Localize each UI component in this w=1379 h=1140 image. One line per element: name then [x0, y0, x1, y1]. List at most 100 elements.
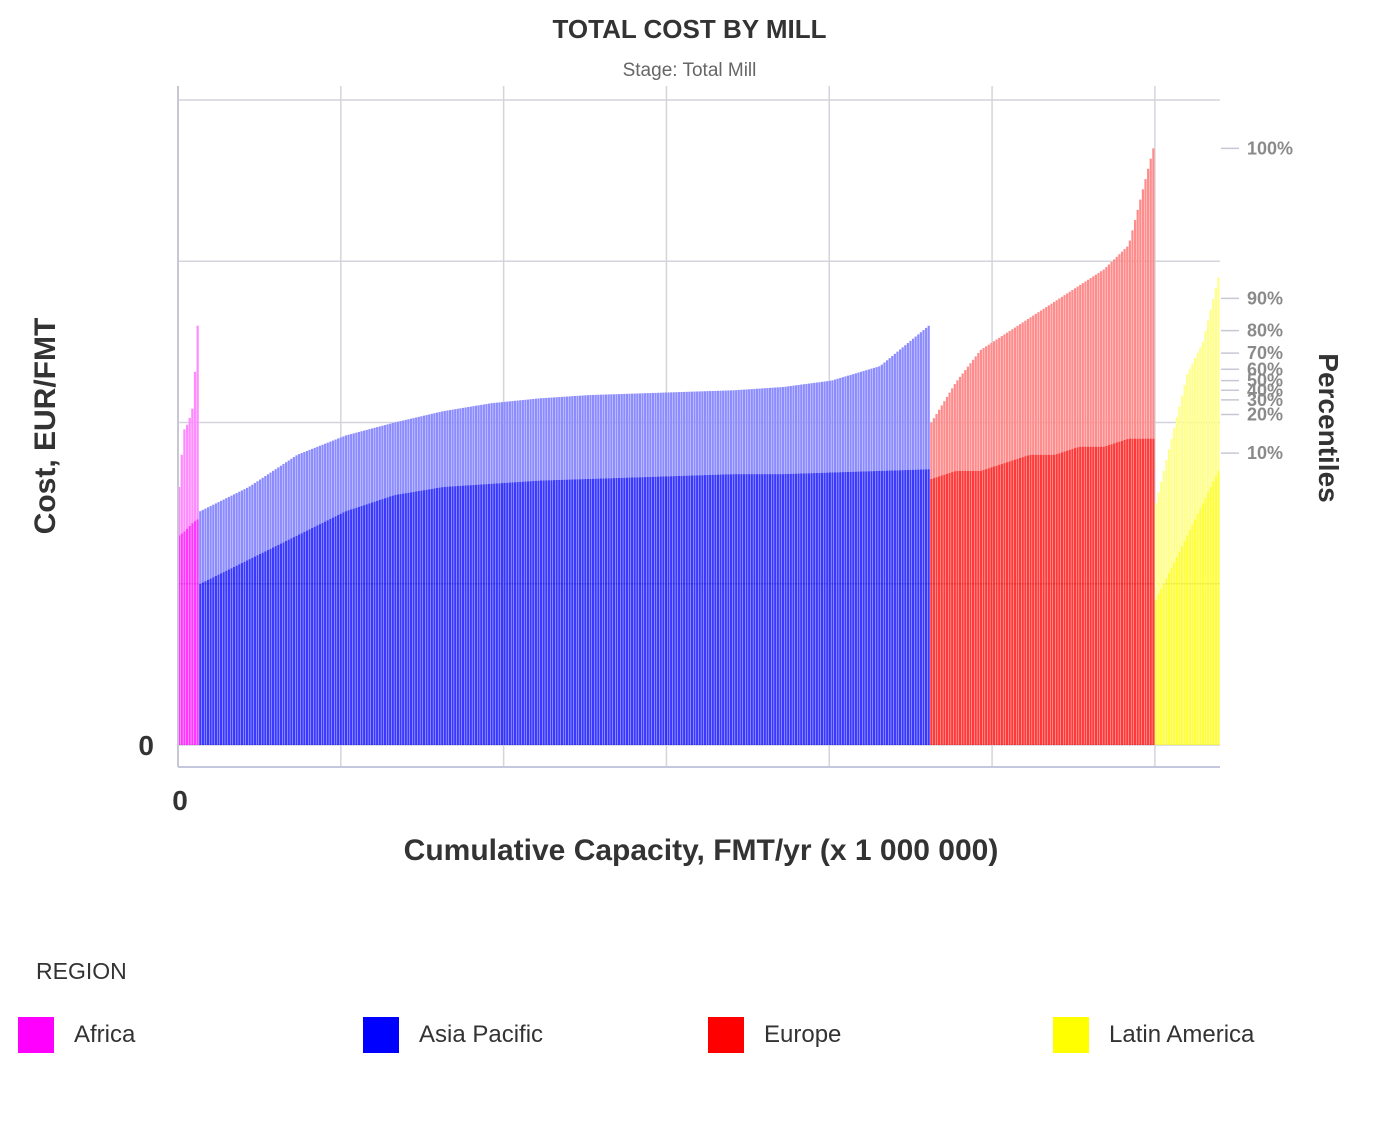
bar-asia-pacific-upper: [490, 403, 493, 484]
bar-europe-upper: [1008, 330, 1011, 462]
bar-asia-pacific-upper: [232, 494, 236, 567]
bar-europe-upper: [990, 342, 993, 468]
bar-africa-lower: [180, 533, 183, 745]
bar-asia-pacific-lower: [240, 563, 243, 745]
bar-latin-america-lower: [1204, 497, 1207, 745]
bar-latin-america-lower: [1186, 535, 1189, 746]
bar-europe-lower: [990, 467, 993, 745]
bar-asia-pacific-upper: [316, 446, 319, 526]
bar-asia-pacific-lower: [677, 475, 681, 745]
bar-asia-pacific-upper: [381, 425, 384, 500]
bar-asia-pacific-upper: [872, 367, 876, 472]
bar-latin-america-upper: [1175, 417, 1178, 557]
bar-europe-upper: [948, 392, 951, 473]
bar-asia-pacific-lower: [480, 484, 483, 745]
bar-asia-pacific-lower: [740, 474, 743, 745]
bar-asia-pacific-upper: [885, 360, 889, 471]
bar-asia-pacific-upper: [225, 498, 228, 571]
legend-item-africa[interactable]: Africa: [18, 1016, 135, 1054]
bar-asia-pacific-upper: [909, 340, 912, 470]
bar-asia-pacific-upper: [261, 477, 264, 553]
bar-latin-america-upper: [1214, 288, 1217, 477]
bar-asia-pacific-lower: [563, 479, 566, 745]
legend-item-latin-america[interactable]: Latin America: [1053, 1016, 1254, 1054]
bar-asia-pacific-lower: [285, 540, 288, 745]
bar-latin-america-upper: [1154, 503, 1158, 600]
bar-asia-pacific-lower: [407, 492, 410, 745]
bar-asia-pacific-upper: [742, 389, 746, 475]
bar-asia-pacific-upper: [719, 390, 722, 475]
bar-asia-pacific-lower: [893, 470, 896, 745]
bar-asia-pacific-upper: [534, 398, 537, 481]
bar-asia-pacific-lower: [885, 470, 889, 745]
bar-europe-lower: [945, 473, 949, 745]
bar-asia-pacific-upper: [870, 368, 873, 472]
bar-asia-pacific-upper: [376, 427, 379, 501]
bar-asia-pacific-lower: [308, 529, 311, 745]
bar-asia-pacific-lower: [490, 483, 493, 745]
legend-item-europe[interactable]: Europe: [708, 1016, 841, 1054]
bar-asia-pacific-upper: [659, 392, 662, 477]
bar-asia-pacific-upper: [779, 387, 782, 475]
bar-asia-pacific-lower: [742, 474, 746, 745]
bar-asia-pacific-upper: [373, 427, 376, 502]
bar-asia-pacific-lower: [675, 476, 678, 745]
bar-asia-pacific-lower: [696, 475, 699, 745]
bar-asia-pacific-lower: [589, 478, 592, 745]
bar-europe-upper: [1094, 274, 1097, 447]
bar-asia-pacific-lower: [451, 486, 454, 745]
bar-asia-pacific-upper: [732, 390, 735, 475]
bar-latin-america-lower: [1209, 487, 1212, 745]
bar-europe-upper: [1039, 310, 1043, 455]
bar-asia-pacific-upper: [451, 409, 454, 487]
bar-europe-lower: [982, 469, 985, 745]
legend-item-asia-pacific[interactable]: Asia Pacific: [363, 1016, 543, 1054]
bar-europe-lower: [1016, 458, 1019, 745]
bar-europe-lower: [977, 470, 980, 746]
bar-asia-pacific-lower: [282, 542, 285, 745]
bar-europe-lower: [1107, 445, 1111, 745]
bar-africa-upper: [196, 325, 199, 520]
bar-asia-pacific-upper: [750, 389, 753, 475]
bar-latin-america-upper: [1162, 470, 1165, 584]
bar-latin-america-lower: [1206, 492, 1210, 746]
bar-asia-pacific-lower: [199, 583, 202, 745]
bar-europe-lower: [1034, 454, 1037, 745]
bar-asia-pacific-lower: [206, 579, 210, 745]
bar-europe-lower: [979, 470, 983, 745]
bar-asia-pacific-upper: [204, 508, 207, 582]
bar-asia-pacific-upper: [784, 386, 787, 475]
bar-europe-lower: [1089, 446, 1092, 745]
bar-latin-america-lower: [1199, 508, 1202, 745]
bar-latin-america-lower: [1214, 476, 1217, 745]
bar-asia-pacific-upper: [532, 399, 535, 482]
bar-asia-pacific-lower: [800, 473, 803, 745]
bar-asia-pacific-upper: [227, 496, 230, 570]
bar-europe-upper: [1029, 317, 1032, 455]
bar-europe-lower: [1102, 446, 1105, 745]
bar-asia-pacific-upper: [212, 504, 215, 578]
bar-europe-lower: [971, 470, 975, 746]
bar-latin-america-lower: [1201, 503, 1204, 746]
bar-asia-pacific-lower: [891, 470, 894, 745]
bar-asia-pacific-lower: [846, 471, 850, 745]
bar-asia-pacific-upper: [352, 433, 355, 509]
bar-asia-pacific-upper: [852, 374, 855, 472]
legend-swatch-latin-america: [1053, 1017, 1089, 1053]
bar-asia-pacific-lower: [508, 482, 511, 745]
bar-europe-upper: [1086, 279, 1090, 447]
bar-asia-pacific-lower: [615, 478, 618, 745]
bar-asia-pacific-lower: [597, 478, 600, 745]
bar-europe-lower: [1139, 438, 1142, 746]
bar-asia-pacific-lower: [586, 478, 589, 745]
bar-asia-pacific-lower: [493, 483, 496, 745]
bar-asia-pacific-upper: [498, 402, 501, 484]
bar-asia-pacific-lower: [311, 528, 314, 745]
bar-asia-pacific-upper: [672, 392, 675, 477]
bar-asia-pacific-upper: [727, 390, 730, 475]
bar-asia-pacific-upper: [878, 366, 881, 471]
bar-asia-pacific-upper: [758, 388, 761, 475]
bar-europe-upper: [1047, 305, 1050, 455]
bar-europe-upper: [1128, 240, 1131, 439]
bar-europe-lower: [1141, 438, 1145, 746]
